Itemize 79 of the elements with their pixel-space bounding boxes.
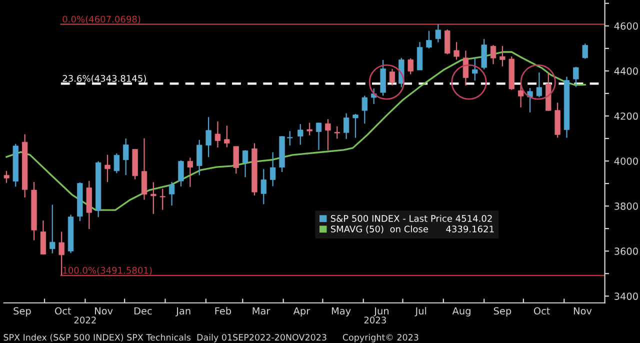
candlestick [187, 157, 193, 188]
candlestick [287, 130, 293, 146]
candlestick [114, 152, 120, 174]
y-tick-label: 3400 [614, 292, 638, 300]
candlestick [527, 87, 533, 113]
candlestick [123, 138, 129, 176]
candlestick [4, 170, 10, 184]
ref-line-label: 100.0%(3491.5801) [63, 266, 152, 275]
x2-tick-label: 2023 [364, 316, 386, 324]
candlestick [334, 126, 340, 140]
y-tick-label: 3600 [614, 248, 638, 255]
candlestick [233, 146, 239, 174]
candlestick [380, 59, 386, 96]
candlestick [104, 154, 110, 183]
legend-label: S&P 500 INDEX - Last Price 4514.02 [330, 214, 492, 222]
candlestick [306, 122, 312, 136]
candlestick [416, 42, 423, 71]
y-tick-label: 4600 [614, 22, 638, 30]
legend-label: SMAVG (50) on Close 4339.1621 [330, 225, 494, 234]
candlestick [389, 68, 396, 86]
candlestick [435, 24, 441, 43]
candlestick [573, 66, 579, 88]
y-tick-label: 3800 [614, 202, 638, 210]
candlestick [178, 160, 184, 188]
candlestick [362, 95, 368, 124]
x-tick-label: Feb [215, 307, 232, 315]
candlestick [270, 152, 276, 187]
candlestick [408, 58, 414, 75]
candlestick [444, 28, 450, 55]
x-tick-label: May [332, 307, 351, 316]
candlestick [224, 125, 230, 148]
candlestick [242, 150, 248, 178]
x2-tick-label: 2022 [74, 316, 96, 324]
candlestick [472, 57, 478, 82]
candlestick [214, 120, 221, 148]
candlestick [582, 43, 588, 60]
candlestick [160, 188, 166, 210]
candlestick [352, 113, 358, 138]
y-tick-label: 4200 [614, 112, 638, 120]
candlestick [343, 112, 350, 140]
candlestick [50, 204, 56, 254]
candlestick [141, 138, 148, 200]
x-tick-label: Apr [293, 307, 310, 316]
candlestick [518, 84, 524, 108]
x-tick-label: Jan [176, 307, 190, 316]
x-tick-label: Oct [534, 307, 550, 315]
y-tick-label: 4400 [614, 67, 638, 75]
candlestick [325, 118, 331, 151]
ref-line-label: 23.6%(4343.8145) [62, 74, 146, 83]
x-tick-label: Jun [374, 307, 389, 316]
x-tick-label: Mar [252, 307, 270, 315]
candlestick [206, 116, 212, 158]
candlestick [298, 124, 304, 146]
candlestick [316, 122, 322, 151]
x-tick-label: Nov [574, 307, 592, 315]
y-tick-label: 4000 [614, 157, 638, 165]
candlestick [40, 220, 46, 256]
text: SPX Index (S&P 500 INDEX) SPX Technicals Daily 01SEP2022-20NOV2023 [4, 334, 326, 342]
candlestick [536, 72, 542, 98]
candlestick [462, 50, 469, 86]
x-tick-label: Jul [414, 307, 426, 316]
candlestick [168, 181, 175, 206]
candlestick [500, 45, 506, 67]
x-tick-label: Sep [14, 307, 31, 316]
candlestick [490, 44, 496, 65]
candlestick [196, 139, 202, 176]
candlestick [454, 42, 460, 60]
x-tick-label: Sep [494, 307, 512, 316]
text: Copyright© 2023 [342, 334, 418, 342]
x-tick-label: Dec [134, 307, 152, 315]
candlestick [260, 168, 266, 205]
ref-line-label: 0.0%(4607.0698) [62, 16, 140, 24]
x-tick-label: Nov [95, 307, 113, 315]
candlestick [426, 30, 432, 49]
x-tick-label: Aug [452, 307, 470, 316]
candlestick [150, 182, 156, 214]
candlestick [481, 38, 487, 70]
x-tick-label: Oct [55, 307, 72, 315]
candlestick [58, 231, 64, 276]
